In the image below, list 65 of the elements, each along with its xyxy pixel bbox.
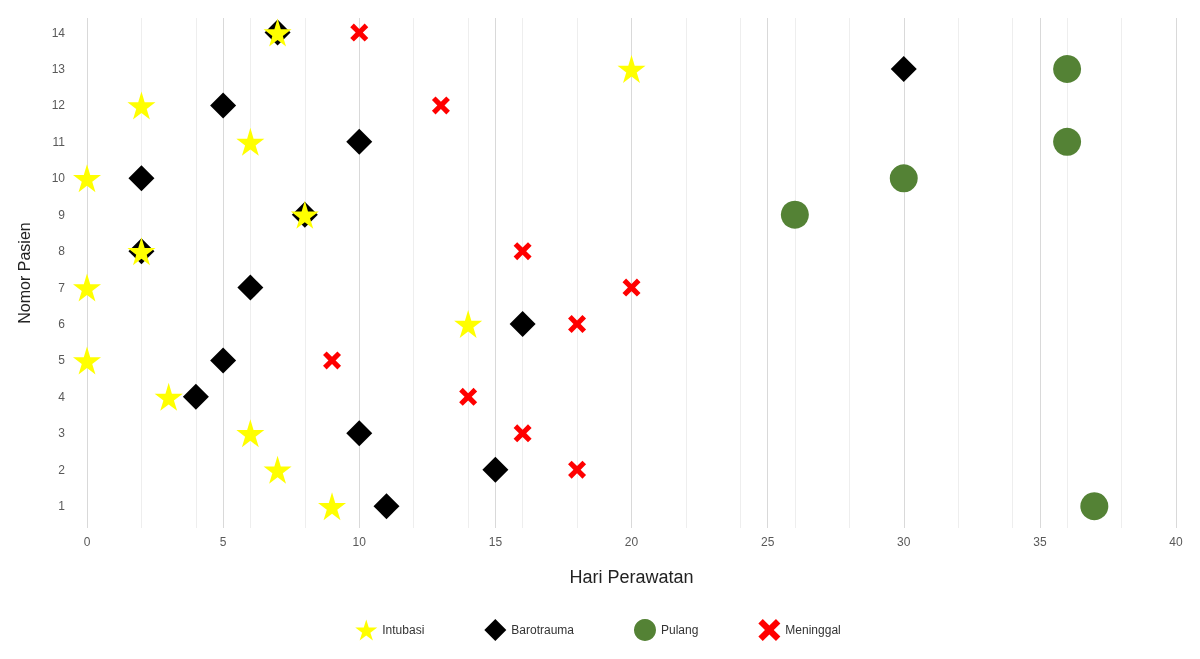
y-tick-label: 8: [58, 244, 66, 259]
legend-label: Pulang: [660, 623, 699, 637]
y-tick-label: 7: [58, 280, 66, 295]
y-tick-label: 12: [51, 98, 66, 113]
point: [346, 420, 373, 447]
y-tick-label: 4: [58, 389, 66, 404]
point: [318, 492, 347, 521]
x-tick-label: 10: [352, 535, 367, 549]
y-tick-label: 11: [52, 134, 66, 149]
point: [459, 387, 478, 406]
point: [568, 315, 587, 333]
point: [236, 419, 265, 448]
point: [373, 493, 400, 520]
point: [513, 242, 532, 261]
point: [323, 351, 342, 370]
x-tick-label: 25: [760, 535, 775, 549]
legend-label: Intubasi: [382, 623, 425, 637]
point: [889, 164, 918, 193]
point: [1080, 492, 1109, 521]
y-tick-label: 3: [58, 426, 66, 441]
point: [482, 456, 509, 483]
point: [182, 383, 209, 410]
y-tick-label: 14: [51, 25, 66, 40]
point: [780, 200, 809, 229]
point: [431, 96, 450, 115]
y-tick-label: 5: [58, 353, 66, 368]
x-tick-label: 40: [1169, 535, 1183, 549]
point: [154, 382, 183, 411]
point: [509, 311, 536, 337]
point: [617, 55, 646, 83]
point: [622, 278, 641, 297]
point: [73, 164, 101, 193]
point: [1053, 127, 1082, 156]
y-tick-label: 1: [58, 499, 66, 514]
x-tick-label: 30: [897, 535, 911, 549]
point: [210, 92, 237, 119]
point: [73, 346, 101, 375]
y-axis-title: Nomor Pasien: [15, 222, 33, 324]
point: [350, 23, 369, 42]
x-tick-label: 35: [1033, 535, 1047, 549]
x-tick-label: 20: [624, 535, 639, 549]
point: [346, 128, 373, 155]
point: [128, 165, 155, 192]
point: [568, 460, 587, 479]
x-tick-label: 0: [83, 535, 91, 549]
point: [236, 127, 265, 156]
x-tick-label: 15: [488, 535, 503, 549]
y-tick-label: 10: [51, 171, 66, 186]
point: [454, 310, 483, 338]
point: [73, 273, 101, 302]
y-tick-label: 2: [58, 462, 66, 477]
y-tick-label: 6: [58, 317, 66, 331]
x-axis-title: Hari Perawatan: [569, 567, 694, 587]
legend-label: Barotrauma: [511, 623, 575, 637]
point: [890, 56, 917, 82]
legend-label: Meninggal: [785, 623, 841, 637]
point: [513, 424, 532, 443]
point: [210, 347, 237, 374]
y-tick-label: 9: [58, 207, 66, 222]
x-tick-label: 5: [219, 535, 227, 549]
point: [127, 91, 156, 120]
y-tick-label: 13: [51, 62, 66, 76]
point: [263, 455, 292, 484]
point: [237, 274, 264, 301]
point: [1053, 55, 1082, 83]
